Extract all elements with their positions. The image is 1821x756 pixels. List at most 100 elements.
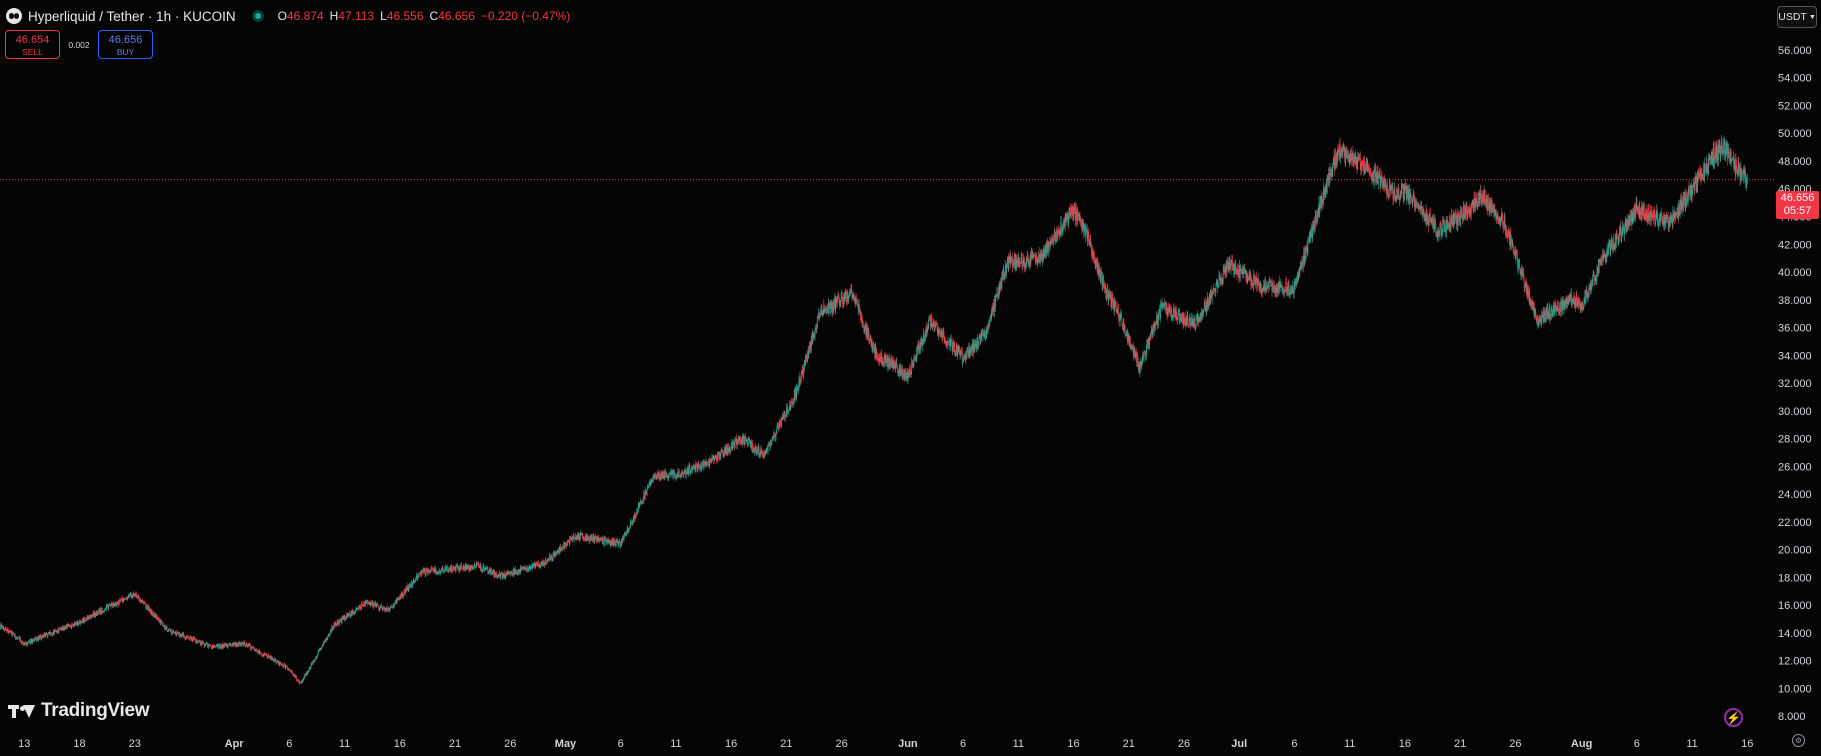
candle-body <box>276 661 278 664</box>
candle-body <box>950 339 952 340</box>
candle-body <box>758 446 759 454</box>
candle-body <box>937 329 939 336</box>
candle-body <box>146 605 148 607</box>
candle-body <box>274 659 276 660</box>
candle-body <box>18 638 19 640</box>
candle-body <box>160 621 162 624</box>
candle-body <box>106 605 108 607</box>
candle-body <box>83 617 85 623</box>
candle-body <box>639 502 641 504</box>
candle-body <box>695 464 697 465</box>
candle-body <box>1017 260 1018 264</box>
candle-body <box>962 359 964 361</box>
candle-body <box>433 570 434 572</box>
candle-body <box>156 617 158 620</box>
candle-body <box>1139 361 1140 373</box>
candle-body <box>949 340 951 347</box>
candle-body <box>645 493 647 495</box>
candle-body <box>357 608 359 609</box>
candle-body <box>941 330 942 333</box>
candle-body <box>1050 240 1052 243</box>
candle-body <box>152 611 154 616</box>
candle-body <box>954 342 955 352</box>
candle-body <box>365 601 367 604</box>
candle-body <box>765 451 767 454</box>
candle-body <box>864 324 866 331</box>
candle-body <box>100 608 102 614</box>
candle-body <box>13 633 15 635</box>
candle-body <box>18 637 20 639</box>
candle-body <box>87 615 89 619</box>
candle-body <box>145 603 147 609</box>
candle-body <box>665 471 666 476</box>
candle-body <box>1110 294 1112 306</box>
candle-body <box>432 568 433 570</box>
candle-body <box>891 358 892 364</box>
candle-body <box>344 616 346 620</box>
candle-body <box>719 453 721 456</box>
candle-body <box>982 332 984 334</box>
candle-body <box>246 645 248 646</box>
candle-body <box>20 641 22 644</box>
candle-body <box>164 624 166 629</box>
candle-body <box>1111 295 1113 303</box>
candle-body <box>618 540 620 543</box>
candle-body <box>436 571 438 574</box>
candle-body <box>788 409 790 412</box>
candle-body <box>472 566 474 568</box>
candle-body <box>1049 241 1051 245</box>
candle-body <box>940 334 942 336</box>
candle-body <box>11 631 13 636</box>
candle-body <box>887 360 889 368</box>
candle-body <box>162 623 163 625</box>
candle-body <box>230 644 232 646</box>
candle-body <box>318 650 319 654</box>
candle-body <box>469 565 471 570</box>
candle-body <box>844 292 846 299</box>
candle-body <box>430 567 432 572</box>
candle-body <box>891 358 893 367</box>
candle-body <box>630 521 631 528</box>
candle-body <box>814 329 816 336</box>
candle-body <box>434 567 435 572</box>
candle-body <box>1012 265 1014 267</box>
candle-body <box>506 572 508 575</box>
candle-body <box>704 462 706 465</box>
candle-body <box>342 617 344 620</box>
candle-body <box>564 543 566 546</box>
candle-body <box>357 608 358 609</box>
candle-body <box>743 438 745 442</box>
candle-body <box>620 543 622 545</box>
candle-body <box>738 437 740 441</box>
candle-body <box>104 609 106 610</box>
candle-body <box>1044 249 1046 251</box>
candle-body <box>729 446 730 452</box>
candle-body <box>649 482 651 485</box>
candle-body <box>668 472 670 477</box>
candle-body <box>713 457 715 461</box>
candle-body <box>742 435 744 442</box>
candle-body <box>8 631 10 633</box>
candle-body <box>62 626 64 630</box>
candle-body <box>237 643 238 646</box>
candle-body <box>226 646 228 648</box>
candle-body <box>0 627 1 629</box>
candle-body <box>810 343 812 349</box>
candle-body <box>645 489 647 494</box>
candle-body <box>1122 325 1124 327</box>
candle-body <box>682 471 683 475</box>
candle-body <box>798 386 799 392</box>
candle-body <box>623 537 625 540</box>
candle-body <box>382 608 383 610</box>
candle-body <box>346 614 347 619</box>
candle-body <box>381 605 382 607</box>
candle-body <box>75 622 77 625</box>
candle-body <box>1018 261 1020 268</box>
candle-body <box>429 570 431 573</box>
candle-body <box>757 450 759 454</box>
candle-body <box>917 347 919 355</box>
candle-body <box>547 560 549 561</box>
candle-body <box>869 335 871 339</box>
candle-body <box>530 567 532 569</box>
